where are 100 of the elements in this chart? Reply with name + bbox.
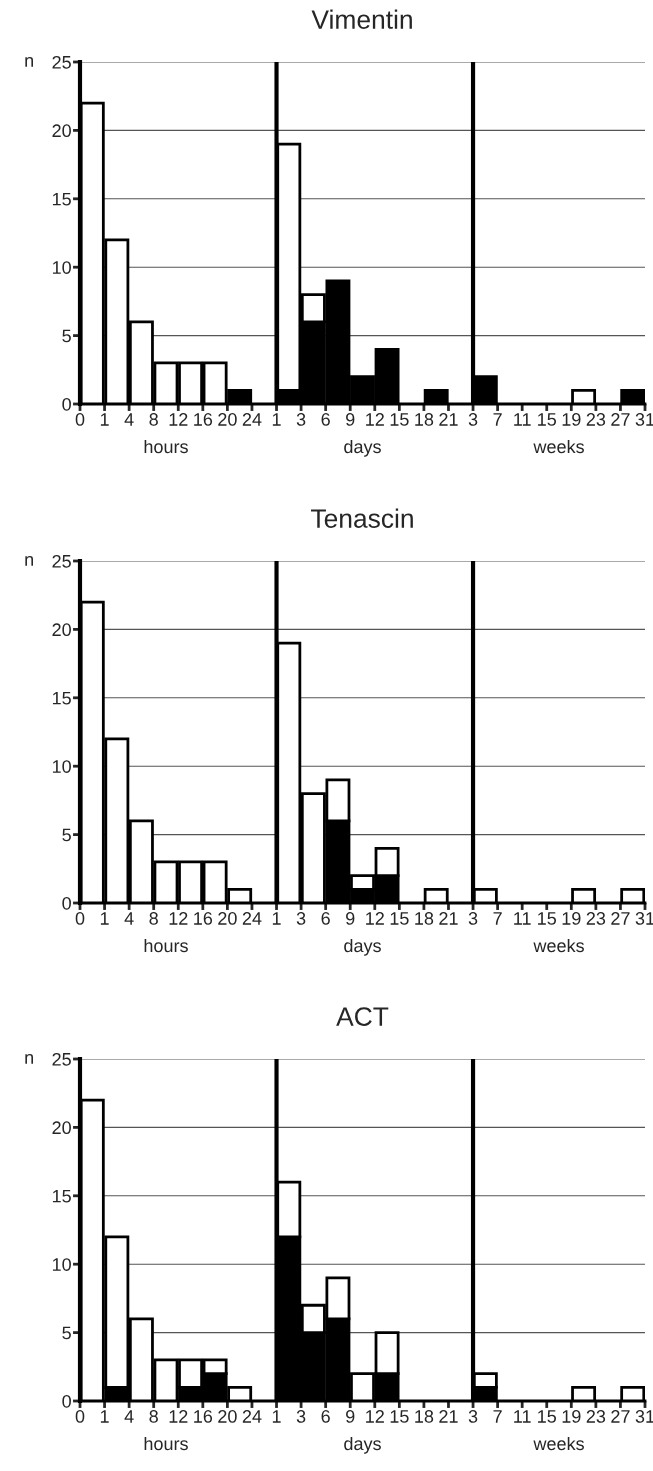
text: 16 — [194, 413, 213, 426]
text: 11 — [514, 912, 531, 925]
text: hours — [144, 439, 188, 454]
text: 1 — [272, 912, 281, 925]
text: 7 — [493, 1410, 502, 1423]
y-tick-label: 15 — [52, 691, 71, 705]
y-tick-label: 25 — [52, 1052, 71, 1066]
y-tick-label: 5 — [62, 1326, 71, 1340]
text: 8 — [149, 1410, 158, 1423]
text: 27 — [611, 912, 630, 925]
text: 3 — [296, 912, 306, 925]
y-tick-label: 20 — [52, 1121, 71, 1135]
y-tick-label: 25 — [52, 55, 71, 69]
text: 1 — [100, 1410, 109, 1423]
text: 3 — [468, 912, 478, 925]
text: 20 — [218, 1410, 237, 1423]
text: 24 — [242, 413, 262, 426]
text: 1 — [100, 912, 109, 925]
text: 9 — [346, 1410, 355, 1423]
text: 27 — [611, 1410, 630, 1423]
text: 12 — [169, 1410, 188, 1423]
text: 4 — [124, 1410, 134, 1423]
text: 12 — [169, 413, 188, 426]
text: 23 — [586, 1410, 606, 1423]
y-tick-label: 5 — [62, 828, 71, 842]
text: hours — [144, 938, 188, 953]
text: 16 — [194, 1410, 213, 1423]
text: weeks — [533, 1436, 584, 1451]
text: 9 — [346, 912, 355, 925]
text: 15 — [538, 912, 557, 925]
text: 12 — [366, 912, 384, 925]
text: 3 — [468, 413, 478, 426]
text: 11 — [514, 413, 531, 426]
chart-title: Vimentin — [311, 9, 412, 29]
chart-title: Tenascin — [311, 508, 413, 528]
y-tick-label: 0 — [62, 896, 71, 910]
text: 12 — [366, 413, 384, 426]
text: 23 — [586, 912, 606, 925]
text: 1 — [272, 1410, 281, 1423]
text: 3 — [296, 413, 306, 426]
text: 19 — [562, 413, 581, 426]
y-tick-label: 10 — [52, 760, 71, 773]
y-tick-label: 15 — [52, 192, 71, 206]
text: 20 — [218, 912, 237, 925]
text: 6 — [321, 413, 330, 426]
text: 0 — [75, 912, 85, 925]
y-tick-label: 10 — [52, 261, 71, 274]
y-tick-label: 0 — [62, 397, 71, 411]
text: 9 — [346, 413, 355, 426]
text: 19 — [562, 912, 581, 925]
y-axis-title: n — [25, 555, 33, 566]
text: 12 — [169, 912, 188, 925]
text: 19 — [562, 1410, 581, 1423]
y-tick-label: 5 — [62, 329, 71, 343]
text: 20 — [218, 413, 237, 426]
text: 1 — [272, 413, 281, 426]
y-axis-title: n — [25, 1053, 33, 1064]
y-tick-label: 10 — [52, 1258, 71, 1271]
text: 11 — [514, 1410, 531, 1423]
text: 12 — [366, 1410, 384, 1423]
text: 1 — [100, 413, 109, 426]
text: 7 — [493, 912, 502, 925]
text: 16 — [194, 912, 213, 925]
text: 15 — [538, 413, 557, 426]
chart-title: ACT — [336, 1007, 389, 1026]
text: 21 — [439, 1410, 458, 1423]
text: 3 — [468, 1410, 478, 1423]
text: 18 — [415, 1410, 434, 1423]
text: 7 — [493, 413, 502, 426]
text: weeks — [533, 938, 584, 953]
text: 4 — [124, 912, 134, 925]
text: 21 — [439, 912, 458, 925]
text: 23 — [586, 413, 606, 426]
y-tick-label: 20 — [52, 623, 71, 637]
text: 8 — [149, 413, 158, 426]
text: 24 — [242, 912, 262, 925]
text: 21 — [439, 413, 458, 426]
text: days — [344, 439, 381, 457]
text: days — [344, 938, 381, 956]
text: 0 — [75, 1410, 85, 1423]
text: 18 — [415, 413, 434, 426]
text: 15 — [390, 912, 409, 925]
text: 6 — [321, 1410, 330, 1423]
text: 8 — [149, 912, 158, 925]
text: 3 — [296, 1410, 306, 1423]
text: hours — [144, 1436, 188, 1451]
text: 0 — [75, 413, 85, 426]
text: weeks — [533, 439, 584, 454]
text: 15 — [538, 1410, 557, 1423]
text: 4 — [124, 413, 134, 426]
y-axis-title: n — [25, 56, 33, 67]
text: 27 — [611, 413, 630, 426]
y-tick-label: 0 — [62, 1394, 71, 1408]
text: 24 — [242, 1410, 262, 1423]
y-tick-label: 20 — [52, 124, 71, 138]
text: 18 — [415, 912, 434, 925]
text: 15 — [390, 1410, 409, 1423]
y-tick-label: 25 — [52, 554, 71, 568]
text: 6 — [321, 912, 330, 925]
text: days — [344, 1436, 381, 1454]
